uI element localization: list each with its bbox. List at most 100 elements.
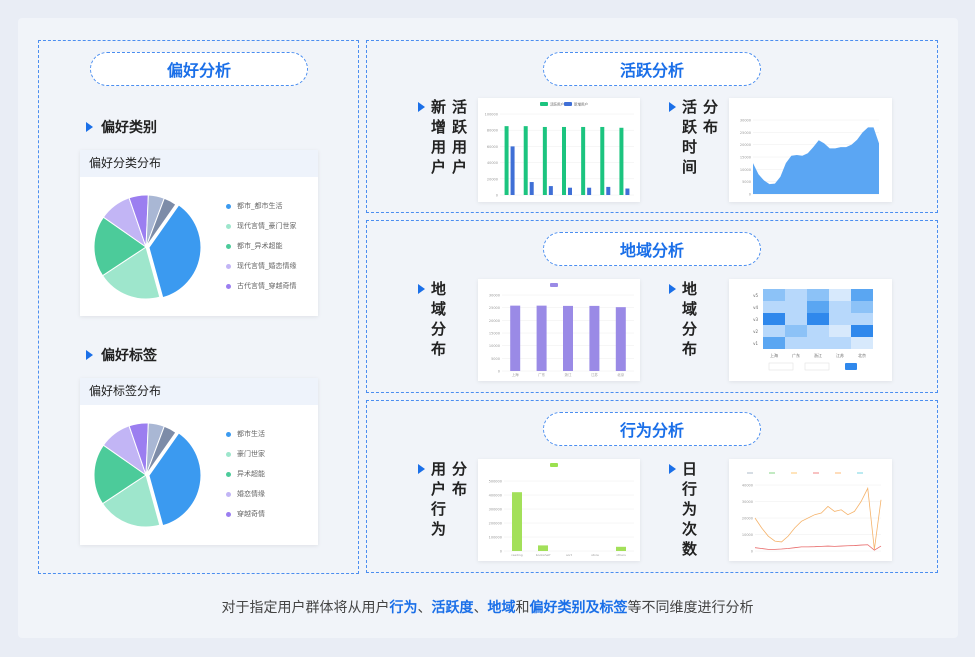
x-tick-label: 北京 (617, 372, 625, 377)
heatmap-cell (785, 301, 807, 313)
legend-dot (226, 283, 231, 289)
triangle-icon (418, 284, 425, 294)
bar (600, 126, 605, 195)
region-title: 地域分析 (543, 232, 761, 266)
legend-label: 现代言情_婚恋情缘 (237, 262, 297, 270)
daily-behavior-line-chart: 0 10000 20000 30000 40000 (729, 459, 892, 561)
heatmap-cell (829, 289, 851, 301)
heatmap-cell (829, 325, 851, 337)
y-tick-label: 80000 (487, 129, 498, 133)
caption: 对于指定用户群体将从用户行为、活跃度、地域和偏好类别及标签等不同维度进行分析 (221, 600, 754, 616)
x-tick-label: bookshelf (536, 553, 551, 557)
y-tick-label: 0 (749, 193, 751, 197)
y-tick-label: 25000 (740, 131, 751, 135)
legend-swatch (540, 102, 548, 106)
y-tick-label: 0 (500, 550, 502, 554)
preference-title: 偏好分析 (90, 52, 308, 86)
legend-dot (226, 243, 231, 249)
x-tick-label: others (616, 553, 626, 557)
x-tick-label: 广东 (538, 372, 546, 377)
legend-label: 都市_都市生活 (237, 202, 283, 210)
pie-slice (148, 432, 202, 527)
legend-swatch (550, 283, 558, 287)
pie-slice (101, 246, 161, 300)
legend-label: 都市生活 (237, 430, 265, 438)
heatmap-cell (851, 325, 873, 337)
heatmap-cell (829, 337, 851, 349)
y-tick-label: 25000 (489, 306, 500, 310)
category-pie-chart (93, 194, 202, 300)
region-label-2: 地域分布 (680, 281, 698, 361)
y-tick-label: 100000 (485, 113, 498, 117)
legend-item: 都市_都市生活 (226, 196, 297, 216)
y-tick-label: 10000 (742, 533, 753, 537)
bar (625, 188, 630, 195)
y-tick-label: 10000 (740, 168, 751, 172)
bar (589, 305, 600, 371)
y-tick-label: 500000 (489, 480, 502, 484)
bar (510, 305, 521, 371)
tag-legend: 都市生活 豪门世家 异术超能 婚恋情缘 穿越奇情 (226, 424, 265, 524)
heatmap-cell (763, 301, 785, 313)
legend-label: 穿越奇情 (237, 510, 265, 518)
pie-slice (145, 197, 177, 248)
pie-slice (93, 216, 147, 277)
heatmap-cell (785, 325, 807, 337)
col-label: 上海 (770, 352, 778, 358)
y-tick-label: 5000 (742, 180, 751, 184)
active-time-area-chart: 0 5000 10000 15000 20000 25000 30000 (729, 98, 892, 202)
bar (615, 307, 626, 371)
category-legend: 都市_都市生活 现代言情_豪门世家 都市_异术超能 现代言情_婚恋情缘 古代言情_穿越奇… (226, 196, 297, 296)
x-tick-label: reading (511, 553, 522, 557)
region-bar-chart: 0 5000 10000 15000 20000 25000 30000 上海 广东 浙江 江苏 北京 (478, 279, 640, 381)
heatmap-cell (807, 301, 829, 313)
legend-label: 婚恋情缘 (237, 490, 265, 498)
heatmap-cell (763, 325, 785, 337)
users-bar-chart: 0 20000 40000 60000 80000 100000 活跃用户 新增用户 (478, 98, 640, 202)
y-tick-label: 100000 (489, 536, 502, 540)
legend-item: 穿越奇情 (226, 504, 265, 524)
behavior-panel (366, 400, 938, 573)
tag-card-title: 偏好标签分布 (80, 378, 318, 405)
legend-dot (226, 263, 231, 269)
y-tick-label: 20000 (740, 143, 751, 147)
behavior-bar-chart: 0 100000 200000 300000 400000 500000 reading bo… (478, 459, 640, 561)
heatmap-cell (763, 289, 785, 301)
heatmap-cell (851, 301, 873, 313)
legend-swatch (550, 463, 558, 467)
x-tick-label: 浙江 (565, 372, 573, 377)
y-tick-label: 15000 (489, 332, 500, 336)
preference-panel (38, 40, 359, 574)
heatmap-cell (807, 313, 829, 325)
row-label: v5 (753, 293, 758, 298)
legend-item: 都市生活 (226, 424, 265, 444)
y-tick-label: 200000 (489, 522, 502, 526)
x-tick-label: store (591, 553, 599, 557)
bar (523, 126, 528, 195)
new-active-users-label: 新增用户 活跃用户 (429, 99, 468, 179)
daily-behavior-label: 日行为次数 (680, 461, 698, 561)
legend-label: 新增用户 (574, 102, 588, 107)
legend-item: 婚恋情缘 (226, 484, 265, 504)
legend-label: 活跃用户 (550, 102, 564, 107)
bar (563, 305, 573, 371)
legend-swatch (564, 102, 572, 106)
y-tick-label: 300000 (489, 508, 502, 512)
triangle-icon (86, 350, 93, 360)
legend-label: 都市_异术超能 (237, 242, 283, 250)
legend-item: 现代言情_豪门世家 (226, 216, 297, 236)
bar (542, 126, 547, 195)
select-input (768, 362, 794, 371)
col-label: 浙江 (814, 352, 822, 358)
legend-item: 豪门世家 (226, 444, 265, 464)
bar (587, 187, 592, 195)
tag-section: 偏好标签 (86, 345, 157, 365)
legend-label: 豪门世家 (237, 450, 265, 458)
row-label: v1 (753, 341, 758, 346)
y-tick-label: 30000 (740, 119, 751, 123)
category-section: 偏好类别 (86, 117, 157, 137)
heatmap-cell (851, 337, 873, 349)
legend-dot (226, 491, 231, 497)
category-section-label: 偏好类别 (101, 120, 157, 136)
bar (510, 146, 515, 195)
